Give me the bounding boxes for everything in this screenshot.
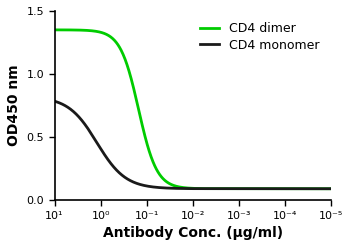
Y-axis label: OD450 nm: OD450 nm: [7, 65, 21, 146]
CD4 monomer: [108, 162, 113, 165]
CD4 dimer: [207, 187, 211, 190]
CD4 dimer: [217, 187, 221, 190]
CD4 monomer: [139, 183, 143, 186]
Legend: CD4 dimer, CD4 monomer: CD4 dimer, CD4 monomer: [195, 17, 325, 57]
CD4 monomer: [301, 187, 305, 190]
X-axis label: Antibody Conc. (μg/ml): Antibody Conc. (μg/ml): [103, 226, 283, 240]
CD4 dimer: [108, 35, 113, 38]
CD4 dimer: [301, 187, 305, 190]
CD4 monomer: [329, 187, 333, 190]
Line: CD4 dimer: CD4 dimer: [55, 30, 331, 189]
CD4 monomer: [207, 187, 211, 190]
CD4 monomer: [113, 167, 118, 170]
CD4 dimer: [52, 28, 57, 31]
CD4 dimer: [113, 40, 118, 43]
CD4 monomer: [217, 187, 221, 190]
Line: CD4 monomer: CD4 monomer: [55, 101, 331, 189]
CD4 monomer: [52, 100, 57, 103]
CD4 dimer: [329, 187, 333, 190]
CD4 dimer: [139, 119, 143, 122]
